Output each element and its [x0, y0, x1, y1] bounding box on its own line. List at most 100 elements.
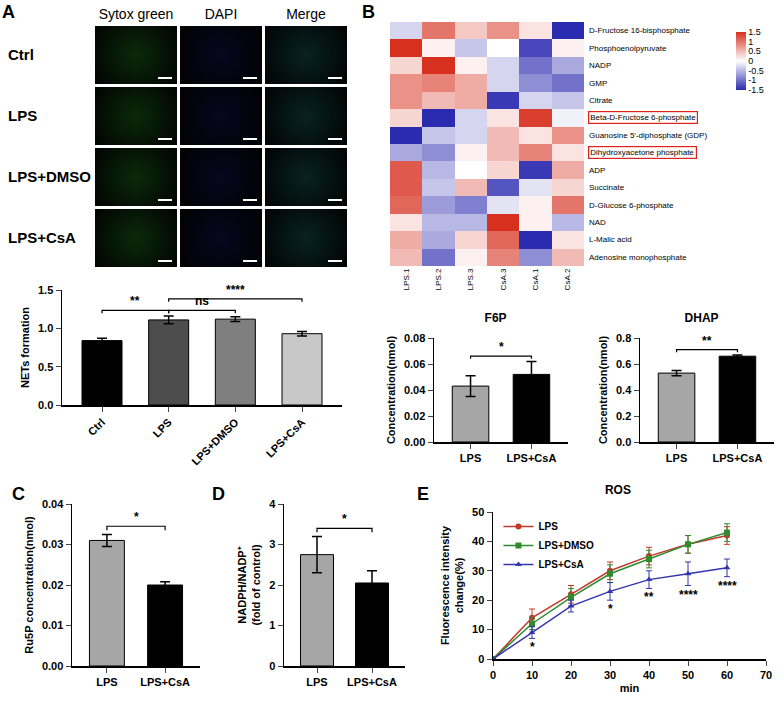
svg-text:70: 70 — [760, 669, 772, 681]
svg-text:*: * — [134, 510, 139, 524]
svg-text:LPS+CsA: LPS+CsA — [264, 416, 308, 460]
svg-text:Adenosine monophosphate: Adenosine monophosphate — [589, 253, 687, 262]
svg-text:**: ** — [130, 294, 140, 308]
svg-text:0.5: 0.5 — [748, 46, 761, 56]
svg-text:20: 20 — [472, 594, 484, 606]
svg-text:LPS: LPS — [96, 676, 117, 688]
svg-text:ns: ns — [195, 294, 209, 308]
svg-text:1.0: 1.0 — [38, 322, 53, 334]
svg-text:NETs formation: NETs formation — [19, 307, 31, 388]
svg-text:F6P: F6P — [485, 311, 507, 325]
svg-text:ADP: ADP — [589, 166, 605, 175]
svg-text:CsA.1: CsA.1 — [531, 268, 540, 290]
svg-text:NADPH/NADP⁺(fold of control): NADPH/NADP⁺(fold of control) — [236, 544, 262, 626]
svg-text:4: 4 — [269, 498, 276, 510]
svg-text:10: 10 — [526, 669, 538, 681]
svg-text:1.5: 1.5 — [38, 284, 53, 296]
svg-text:NAD: NAD — [589, 218, 606, 227]
svg-text:LPS+CsA: LPS+CsA — [713, 452, 763, 464]
svg-text:1: 1 — [748, 37, 753, 47]
svg-text:LPS.2: LPS.2 — [434, 268, 443, 290]
svg-text:0: 0 — [490, 669, 496, 681]
svg-text:Succinate: Succinate — [589, 183, 625, 192]
svg-text:CsA.3: CsA.3 — [499, 268, 508, 290]
svg-text:ROS: ROS — [605, 483, 631, 497]
svg-text:LPS: LPS — [306, 676, 327, 688]
svg-text:40: 40 — [472, 535, 484, 547]
svg-text:Beta-D-Fructose 6-phosphate: Beta-D-Fructose 6-phosphate — [590, 113, 696, 122]
svg-text:0.2: 0.2 — [616, 410, 631, 422]
svg-text:60: 60 — [721, 669, 733, 681]
svg-text:0: 0 — [269, 660, 275, 672]
svg-text:1.5: 1.5 — [748, 27, 761, 37]
svg-text:0.00: 0.00 — [42, 660, 63, 672]
svg-text:2: 2 — [269, 579, 275, 591]
svg-text:LPS+DMSO: LPS+DMSO — [538, 540, 594, 551]
svg-text:0: 0 — [748, 56, 753, 66]
svg-text:****: **** — [718, 579, 737, 593]
svg-text:0.4: 0.4 — [616, 384, 632, 396]
svg-text:DHAP: DHAP — [685, 311, 719, 325]
svg-text:Dihydroxyacetone phosphate: Dihydroxyacetone phosphate — [590, 148, 694, 157]
svg-text:LPS: LPS — [460, 452, 481, 464]
svg-text:**: ** — [702, 334, 712, 348]
svg-text:3: 3 — [269, 538, 275, 550]
svg-text:L-Malic acid: L-Malic acid — [589, 235, 632, 244]
svg-text:0.03: 0.03 — [42, 538, 63, 550]
svg-text:Guanosine 5'-diphosphate (GDP): Guanosine 5'-diphosphate (GDP) — [589, 131, 707, 140]
svg-text:LPS+CsA: LPS+CsA — [538, 559, 583, 570]
svg-text:Ru5P concentration(nmol): Ru5P concentration(nmol) — [23, 516, 35, 654]
svg-text:0.04: 0.04 — [404, 384, 426, 396]
svg-text:0.8: 0.8 — [616, 332, 631, 344]
svg-text:0.02: 0.02 — [42, 579, 63, 591]
svg-text:D-Glucose 6-phosphate: D-Glucose 6-phosphate — [589, 201, 674, 210]
svg-text:min: min — [620, 682, 640, 694]
svg-text:0.04: 0.04 — [42, 498, 64, 510]
svg-text:LPS+CsA: LPS+CsA — [140, 676, 190, 688]
svg-text:LPS+CsA: LPS+CsA — [507, 452, 557, 464]
svg-text:30: 30 — [604, 669, 616, 681]
svg-text:30: 30 — [472, 565, 484, 577]
svg-text:Concentration(nmol): Concentration(nmol) — [385, 336, 397, 444]
svg-text:*: * — [342, 512, 347, 526]
svg-text:0: 0 — [478, 653, 484, 665]
svg-text:0.0: 0.0 — [616, 436, 631, 448]
svg-text:0.06: 0.06 — [404, 358, 425, 370]
svg-text:0.5: 0.5 — [38, 361, 53, 373]
svg-text:0.0: 0.0 — [38, 399, 53, 411]
svg-text:LPS.3: LPS.3 — [466, 268, 475, 290]
svg-text:CsA.2: CsA.2 — [563, 268, 572, 290]
svg-text:-1: -1 — [748, 75, 756, 85]
svg-text:Fluorescence intensitychange(%: Fluorescence intensitychange(%) — [439, 525, 465, 645]
svg-text:0.08: 0.08 — [404, 332, 425, 344]
svg-text:-0.5: -0.5 — [748, 66, 764, 76]
svg-text:*: * — [530, 640, 535, 654]
svg-text:0.01: 0.01 — [42, 619, 63, 631]
svg-text:Ctrl: Ctrl — [85, 416, 107, 438]
svg-text:LPS+CsA: LPS+CsA — [347, 676, 397, 688]
svg-text:GMP: GMP — [589, 79, 607, 88]
svg-text:D-Fructose 16-bisphosphate: D-Fructose 16-bisphosphate — [589, 26, 690, 35]
svg-text:10: 10 — [472, 623, 484, 635]
svg-text:****: **** — [679, 588, 698, 602]
svg-text:0.6: 0.6 — [616, 358, 631, 370]
svg-text:LPS.1: LPS.1 — [402, 268, 411, 290]
svg-text:20: 20 — [565, 669, 577, 681]
svg-text:40: 40 — [643, 669, 655, 681]
svg-text:*: * — [499, 340, 504, 354]
svg-text:Phosphoenolpyruvate: Phosphoenolpyruvate — [589, 44, 667, 53]
svg-text:**: ** — [644, 590, 654, 604]
svg-text:50: 50 — [472, 506, 484, 518]
svg-text:****: **** — [226, 283, 245, 297]
svg-text:0.02: 0.02 — [404, 410, 425, 422]
svg-text:Citrate: Citrate — [589, 96, 613, 105]
svg-text:LPS: LPS — [150, 416, 174, 440]
svg-text:LPS+DMSO: LPS+DMSO — [189, 416, 241, 468]
svg-text:NADP: NADP — [589, 61, 611, 70]
svg-text:1: 1 — [269, 619, 275, 631]
svg-text:Concentration(nmol): Concentration(nmol) — [597, 336, 609, 444]
svg-text:-1.5: -1.5 — [748, 85, 764, 95]
svg-text:0.00: 0.00 — [404, 436, 425, 448]
svg-text:*: * — [608, 602, 613, 616]
svg-text:LPS: LPS — [538, 521, 558, 532]
